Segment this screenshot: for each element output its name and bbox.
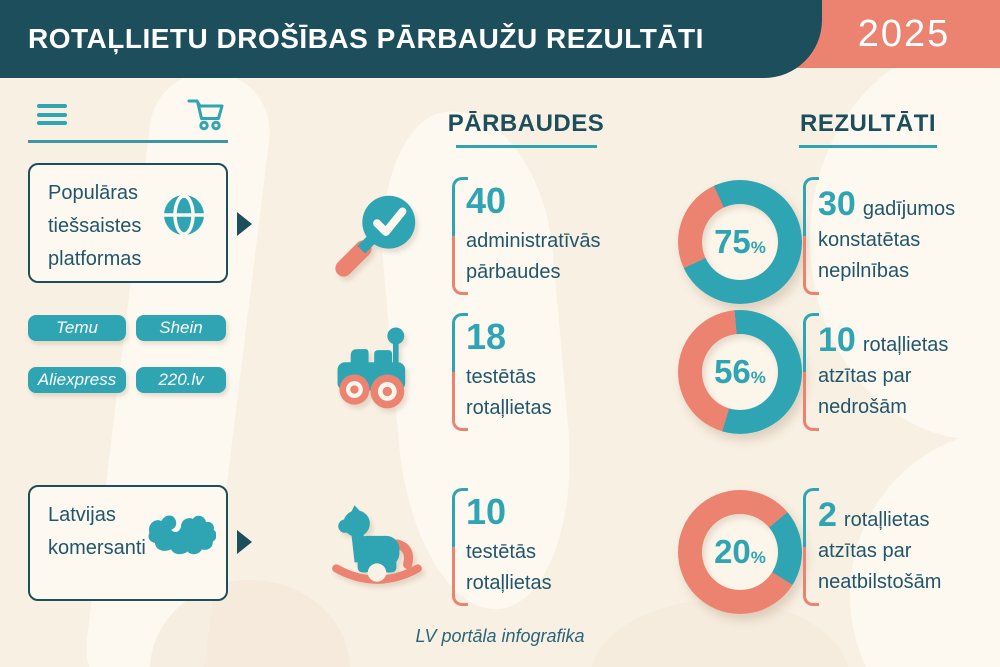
result-item-2: 10 rotaļlietas atzītas par nedrošām	[818, 321, 949, 418]
footer-credit: LV portāla infografika	[415, 626, 585, 646]
globe-icon	[162, 193, 206, 269]
result-item-1: 30 gadījumos konstatētas nepilnības	[818, 185, 956, 282]
result-count: 10	[818, 321, 856, 359]
bracket-decoration	[803, 177, 819, 295]
heading-underline	[799, 145, 937, 148]
rocking-horse-icon	[326, 493, 428, 600]
inspection-item-1: 40 administratīvās pārbaudes	[466, 180, 626, 288]
inspection-item-3: 10 testētās rotaļlietas	[466, 491, 626, 599]
inspection-count: 10	[466, 491, 507, 532]
bracket-decoration	[803, 313, 819, 431]
results-heading: REZULTĀTI	[799, 110, 937, 137]
inspection-count: 18	[466, 316, 507, 357]
latvia-map-icon	[146, 509, 217, 587]
header-bar: ROTAĻLIETU DROŠĪBAS PĀRBAUŽU REZULTĀTI	[0, 0, 822, 78]
page-title: ROTAĻLIETU DROŠĪBAS PĀRBAUŽU REZULTĀTI	[28, 23, 704, 54]
inspections-heading: PĀRBAUDES	[447, 110, 605, 137]
donut-chart-75: 75 %	[678, 180, 802, 304]
source-box-local-merchants: Latvijas komersanti	[28, 485, 228, 601]
donut-percent: 20	[714, 533, 751, 570]
result-item-3: 2 rotaļlietas atzītas par neatbilstošām	[818, 496, 942, 593]
sidebar-divider	[28, 140, 228, 143]
bracket-decoration	[452, 313, 468, 431]
donut-percent: 56	[714, 353, 751, 390]
flow-arrow-icon	[237, 212, 252, 236]
donut-chart-56: 56 %	[678, 310, 802, 434]
toy-truck-icon	[330, 320, 424, 419]
inspection-count: 40	[466, 180, 507, 221]
donut-percent: 75	[714, 223, 751, 260]
magnifier-check-icon	[328, 184, 426, 287]
header-year: 2025	[857, 13, 951, 55]
result-count: 30	[818, 185, 856, 223]
inspection-item-2: 18 testētās rotaļlietas	[466, 316, 626, 424]
tag-220lv[interactable]: 220.lv	[136, 367, 226, 393]
hamburger-menu-icon[interactable]	[37, 104, 67, 130]
tag-temu[interactable]: Temu	[28, 315, 126, 341]
bracket-decoration	[452, 177, 468, 295]
shopping-cart-icon[interactable]	[185, 93, 227, 140]
donut-chart-20: 20 %	[678, 490, 802, 614]
bracket-decoration	[452, 488, 468, 606]
result-count: 2	[818, 496, 837, 534]
flow-arrow-icon	[237, 530, 252, 554]
heading-underline	[456, 145, 597, 148]
bracket-decoration	[803, 488, 819, 606]
source-label: Populāras tiešsaistes platformas	[48, 182, 142, 270]
tag-aliexpress[interactable]: Aliexpress	[28, 367, 126, 393]
tag-shein[interactable]: Shein	[136, 315, 226, 341]
source-box-online-platforms: Populāras tiešsaistes platformas	[28, 163, 228, 283]
source-label: Latvijas komersanti	[48, 504, 146, 559]
